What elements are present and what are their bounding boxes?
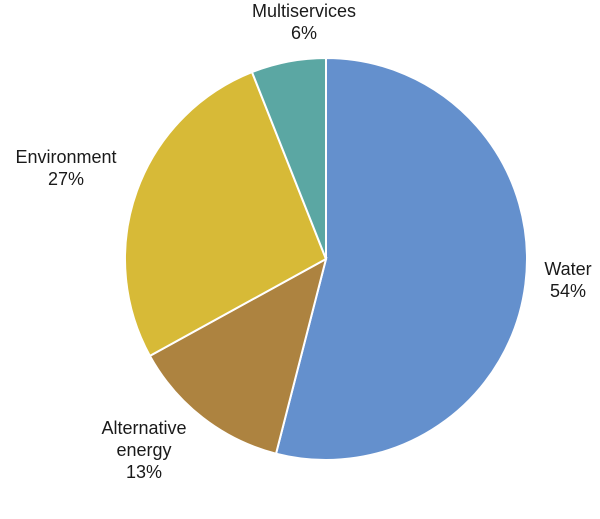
pie-label-water: Water 54%	[544, 259, 591, 301]
pie-slices	[124, 56, 528, 461]
pie-slice-multiservices	[250, 56, 327, 260]
pie-labels: Water 54% Alternative energy 13% Environment 2…	[15, 1, 591, 482]
pie-label-multiservices: Multiservices 6%	[252, 1, 356, 43]
pie-name-label: Alternative	[101, 418, 186, 438]
pie-slice-environment	[124, 70, 328, 358]
pie-label-alternative-energy: Alternative energy 13%	[101, 418, 186, 482]
pie-percent-label: 54%	[550, 281, 586, 301]
pie-name-label: Environment	[15, 147, 116, 167]
pie-percent-label: 6%	[291, 23, 317, 43]
pie-name-label: Water	[544, 259, 591, 279]
pie-slice-water	[274, 56, 528, 461]
pie-percent-label: 13%	[126, 462, 162, 482]
pie-percent-label: 27%	[48, 169, 84, 189]
pie-name-label: Multiservices	[252, 1, 356, 21]
pie-slice-alternative-energy	[148, 257, 328, 455]
pie-label-environment: Environment 27%	[15, 147, 116, 189]
pie-name-label: energy	[116, 440, 171, 460]
